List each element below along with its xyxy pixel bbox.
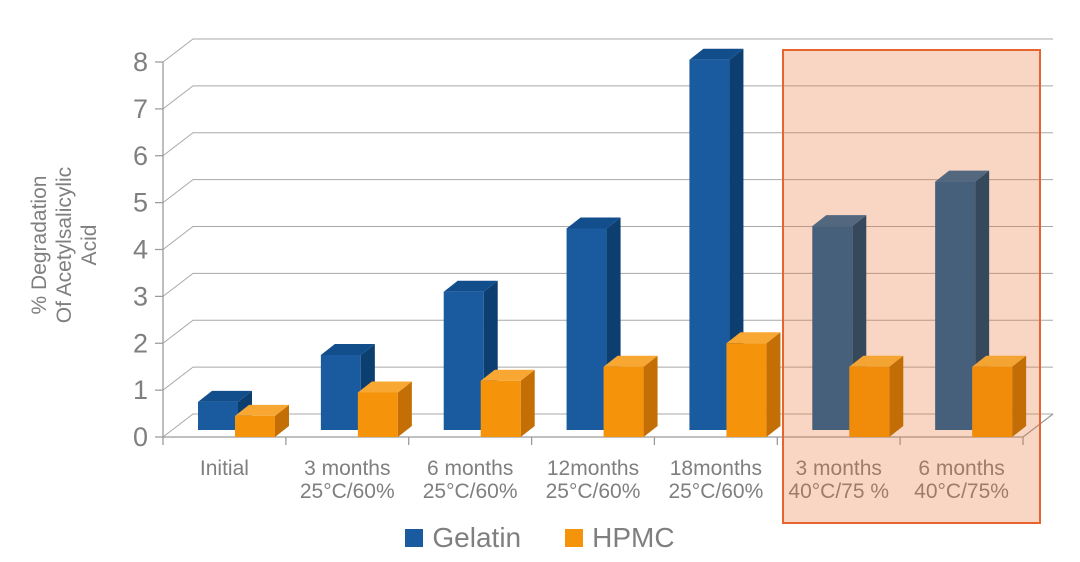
bar-hpmc-1-top xyxy=(357,381,412,393)
bar-gelatin-6-top xyxy=(935,170,990,182)
bar-gelatin-2-front xyxy=(443,291,484,430)
y-tick-label-6: 6 xyxy=(133,141,148,171)
bar-gelatin-4-top xyxy=(689,48,744,60)
bar-hpmc-2-front xyxy=(480,380,521,437)
axes xyxy=(155,61,1054,445)
y-tick-label-5: 5 xyxy=(133,188,148,218)
bar-hpmc-0-side xyxy=(275,404,289,437)
bar-hpmc-4-front xyxy=(726,343,767,437)
y-tick-label-3: 3 xyxy=(133,281,148,311)
bar-gelatin-5-front xyxy=(812,226,853,430)
bar-hpmc-0-front xyxy=(235,415,275,437)
bar-hpmc-6-side xyxy=(1012,355,1027,437)
bar-hpmc-5-side xyxy=(889,355,904,437)
y-tick-label-2: 2 xyxy=(133,328,148,358)
bar-gelatin-4-front xyxy=(689,59,730,430)
gridlines xyxy=(162,38,1053,438)
bar-hpmc-0-top xyxy=(235,404,289,416)
bar-hpmc-6-front xyxy=(972,366,1013,437)
x-label-1-line1: 3 months xyxy=(304,457,390,480)
bar-hpmc-5-top xyxy=(849,355,904,367)
legend-item-gelatin: Gelatin xyxy=(405,522,521,554)
y-axis-title-line1: % Degradation xyxy=(28,175,51,315)
x-label-6-line2: 40°C/75% xyxy=(914,480,1009,503)
x-label-2-line1: 6 months xyxy=(427,457,513,480)
y-tick-label-7: 7 xyxy=(133,94,148,124)
bar-gelatin-2-top xyxy=(443,280,498,292)
legend-swatch-hpmc xyxy=(565,529,584,547)
bar-hpmc-2-top xyxy=(480,369,535,381)
y-tick-label-8: 8 xyxy=(133,47,148,77)
y-axis-title-line2: Of Acetylsalicylic xyxy=(53,166,76,324)
x-label-5-line1: 3 months xyxy=(796,457,882,480)
x-label-3-line1: 12months xyxy=(547,457,639,480)
x-label-2-line2: 25°C/60% xyxy=(423,480,518,503)
x-label-4-line1: 18months xyxy=(670,457,762,480)
bar-hpmc-2-side xyxy=(520,369,535,437)
bar-hpmc-3-top xyxy=(603,355,658,367)
legend-swatch-gelatin xyxy=(405,529,424,547)
x-label-3-line2: 25°C/60% xyxy=(546,480,641,503)
legend-label-hpmc: HPMC xyxy=(592,522,675,553)
bar-hpmc-6-top xyxy=(972,355,1027,367)
x-label-4-line2: 25°C/60% xyxy=(668,480,763,503)
bar-gelatin-0-front xyxy=(198,401,238,430)
y-tick-label-1: 1 xyxy=(133,375,148,405)
y-tick-label-4: 4 xyxy=(133,235,148,265)
bar-hpmc-4-side xyxy=(766,332,781,437)
y-axis-title: % Degradation Of Acetylsalicylic Acid xyxy=(27,85,103,405)
bar-hpmc-4-top xyxy=(726,332,781,344)
y-tick-label-0: 0 xyxy=(133,422,148,452)
bar-gelatin-3-top xyxy=(566,217,621,229)
bar-gelatin-1-top xyxy=(320,344,375,355)
bar-gelatin-6-front xyxy=(935,181,976,430)
bar-hpmc-1-front xyxy=(357,392,398,437)
x-label-0-line1: Initial xyxy=(200,457,249,480)
y-axis-title-line3: Acid xyxy=(78,224,101,266)
bar-hpmc-1-side xyxy=(397,381,412,437)
legend: Gelatin HPMC xyxy=(0,522,1080,554)
bar-gelatin-0-top xyxy=(198,390,252,402)
bar-gelatin-3-front xyxy=(566,228,607,430)
legend-label-gelatin: Gelatin xyxy=(432,522,522,553)
x-label-1-line2: 25°C/60% xyxy=(300,480,395,503)
x-label-5-line2: 40°C/75 % xyxy=(788,480,889,503)
bar-gelatin-5-top xyxy=(812,215,867,227)
legend-item-hpmc: HPMC xyxy=(565,522,675,554)
x-label-6-line1: 6 months xyxy=(918,457,1004,480)
bar-gelatin-1-front xyxy=(320,355,361,430)
bar-hpmc-3-front xyxy=(603,366,644,437)
bar-hpmc-3-side xyxy=(643,355,658,437)
bar-hpmc-5-front xyxy=(849,366,890,437)
